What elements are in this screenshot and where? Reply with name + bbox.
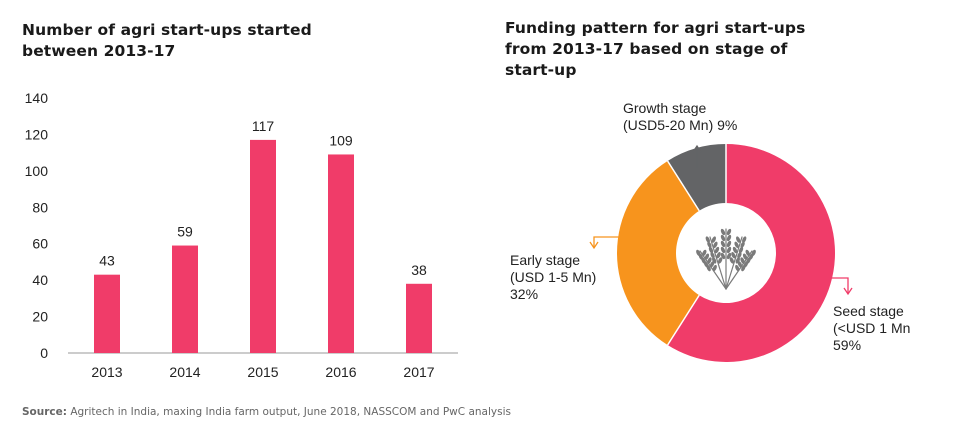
bar-value-label: 117 <box>252 118 275 134</box>
wheat-icon <box>696 228 756 290</box>
seed-arrow <box>830 277 849 294</box>
y-tick-label: 140 <box>25 90 49 106</box>
bar-value-label: 109 <box>329 132 353 148</box>
x-tick-label: 2013 <box>91 364 122 380</box>
y-tick-label: 20 <box>32 309 48 325</box>
donut-slice-early <box>617 160 700 346</box>
bar-value-label: 38 <box>411 262 427 278</box>
x-tick-label: 2015 <box>247 364 278 380</box>
bar-2014 <box>172 245 198 353</box>
y-tick-label: 60 <box>32 236 48 252</box>
y-tick-label: 100 <box>25 163 49 179</box>
source-note: Source: Agritech in India, maxing India … <box>22 406 511 418</box>
x-tick-label: 2017 <box>403 364 434 380</box>
bar-chart-title: Number of agri start-ups started between… <box>22 21 312 60</box>
bar-2015 <box>250 139 276 353</box>
growth-arrow-head <box>692 144 702 153</box>
bar-value-label: 43 <box>99 253 115 269</box>
donut-slice-seed <box>667 144 835 362</box>
bar-chart: 0 20 40 60 80 100 120 140 43 2013 59 2014 117 2015 109… <box>25 90 458 380</box>
slice-separator <box>666 294 700 346</box>
donut-slice-growth <box>667 144 726 211</box>
early-stage-label: Early stage (USD 1-5 Mn) 32% <box>510 252 597 302</box>
growth-stage-label: Growth stage (USD5-20 Mn) 9% <box>623 100 738 133</box>
bar-2013 <box>94 274 120 353</box>
source-text: Agritech in India, maxing India farm out… <box>70 406 511 418</box>
early-arrow <box>593 236 621 248</box>
y-tick-label: 40 <box>32 272 48 288</box>
donut-chart-title: Funding pattern for agri start-ups from … <box>505 19 806 79</box>
y-tick-label: 120 <box>25 126 49 142</box>
early-arrow-head <box>589 241 599 250</box>
seed-arrow-head <box>843 287 853 296</box>
source-label: Source: <box>22 406 67 418</box>
x-tick-label: 2014 <box>169 364 200 380</box>
donut-chart <box>589 144 853 362</box>
bar-2016 <box>328 154 354 353</box>
slice-separator <box>666 160 700 212</box>
bar-2017 <box>406 283 432 353</box>
bar-value-label: 59 <box>177 224 193 240</box>
y-tick-label: 0 <box>40 345 48 361</box>
x-tick-label: 2016 <box>325 364 356 380</box>
y-tick-label: 80 <box>32 199 48 215</box>
seed-stage-label: Seed stage (<USD 1 Mn 59% <box>833 303 911 353</box>
